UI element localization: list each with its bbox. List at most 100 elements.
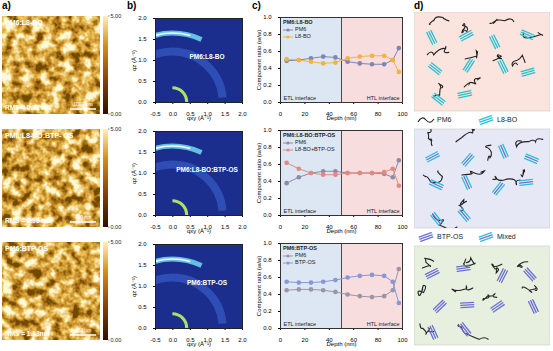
svg-text:Depth (nm): Depth (nm) [326, 115, 356, 121]
svg-text:RMS = 0.96 nm: RMS = 0.96 nm [5, 217, 51, 224]
svg-text:Component ratio (w/w): Component ratio (w/w) [256, 30, 262, 90]
svg-text:1.0: 1.0 [138, 283, 147, 289]
svg-text:1.0: 1.0 [263, 127, 272, 133]
svg-text:PM6:BTP-OS: PM6:BTP-OS [187, 279, 228, 286]
svg-text:PM6:L8-BO:BTP- OS: PM6:L8-BO:BTP- OS [5, 132, 74, 139]
svg-text:qxy (Å⁻¹): qxy (Å⁻¹) [187, 341, 211, 347]
svg-text:qz (Å⁻¹): qz (Å⁻¹) [131, 163, 137, 184]
svg-text:0.8: 0.8 [263, 144, 272, 150]
svg-text:1.5: 1.5 [221, 224, 230, 230]
svg-text:80: 80 [375, 224, 382, 230]
svg-text:0.00: 0.00 [111, 224, 122, 230]
svg-text:PM6:L8-BO: PM6:L8-BO [189, 53, 224, 60]
svg-text:2.0: 2.0 [138, 128, 147, 134]
svg-text:0.4: 0.4 [263, 178, 272, 184]
svg-text:1.5: 1.5 [221, 111, 230, 117]
svg-text:0.6: 0.6 [263, 274, 272, 280]
svg-text:0.5: 0.5 [138, 78, 147, 84]
svg-text:0.0: 0.0 [138, 212, 147, 218]
svg-text:20: 20 [302, 337, 309, 343]
svg-text:HTL interface: HTL interface [367, 95, 400, 101]
svg-text:2.0: 2.0 [138, 241, 147, 247]
svg-text:RMS = 1.13nm: RMS = 1.13nm [5, 330, 49, 337]
svg-text:0: 0 [279, 111, 283, 117]
svg-text:qxy (Å⁻¹): qxy (Å⁻¹) [187, 115, 211, 121]
svg-text:BTP-OS: BTP-OS [437, 233, 463, 240]
svg-text:1.5: 1.5 [138, 262, 147, 268]
svg-text:2.0: 2.0 [238, 224, 247, 230]
svg-text:0.2: 0.2 [263, 308, 272, 314]
svg-text:PM6:BTP-OS: PM6:BTP-OS [5, 245, 49, 252]
svg-text:20: 20 [302, 111, 309, 117]
svg-text:100: 100 [397, 337, 408, 343]
svg-text:5.00: 5.00 [111, 13, 122, 19]
svg-text:Depth (nm): Depth (nm) [326, 228, 356, 234]
svg-text:0.0: 0.0 [138, 99, 147, 105]
svg-text:5.00: 5.00 [111, 239, 122, 245]
svg-text:0.0: 0.0 [263, 99, 272, 105]
svg-text:PM6: PM6 [437, 116, 452, 123]
svg-text:0.6: 0.6 [263, 161, 272, 167]
svg-text:Component ratio (w/w): Component ratio (w/w) [256, 143, 262, 203]
svg-text:80: 80 [375, 111, 382, 117]
svg-text:0: 0 [279, 337, 283, 343]
svg-text:qz (Å⁻¹): qz (Å⁻¹) [131, 276, 137, 297]
svg-text:5.00: 5.00 [111, 126, 122, 132]
svg-text:Component ratio (w/w): Component ratio (w/w) [256, 256, 262, 316]
svg-text:1.5: 1.5 [138, 36, 147, 42]
svg-text:0: 0 [279, 224, 283, 230]
svg-text:HTL interface: HTL interface [367, 321, 400, 327]
svg-text:0.6: 0.6 [263, 48, 272, 54]
svg-text:0.8: 0.8 [263, 31, 272, 37]
svg-text:400 nm: 400 nm [75, 327, 92, 333]
svg-text:2.0: 2.0 [138, 15, 147, 21]
svg-text:0.0: 0.0 [169, 224, 178, 230]
svg-text:Depth (nm): Depth (nm) [326, 341, 356, 347]
svg-text:qxy (Å⁻¹): qxy (Å⁻¹) [187, 228, 211, 234]
html-text:a): a) [2, 0, 11, 11]
svg-text:0.00: 0.00 [111, 337, 122, 343]
svg-text:100: 100 [397, 224, 408, 230]
svg-text:0.00: 0.00 [111, 111, 122, 117]
svg-text:2.0: 2.0 [238, 111, 247, 117]
svg-text:0.0: 0.0 [169, 337, 178, 343]
svg-text:0.0: 0.0 [263, 325, 272, 331]
svg-text:PM6:L8-BO: PM6:L8-BO [5, 19, 43, 26]
svg-text:-0.5: -0.5 [150, 111, 161, 117]
svg-text:-0.5: -0.5 [150, 337, 161, 343]
svg-text:400 nm: 400 nm [75, 214, 92, 220]
svg-text:1.0: 1.0 [263, 14, 272, 20]
svg-text:0.8: 0.8 [263, 257, 272, 263]
svg-text:qz (Å⁻¹): qz (Å⁻¹) [131, 50, 137, 71]
svg-text:0.4: 0.4 [263, 65, 272, 71]
svg-text:1.5: 1.5 [221, 337, 230, 343]
svg-text:100: 100 [397, 111, 408, 117]
svg-text:0.0: 0.0 [263, 212, 272, 218]
svg-text:20: 20 [302, 224, 309, 230]
svg-text:1.0: 1.0 [138, 170, 147, 176]
svg-text:0.4: 0.4 [263, 291, 272, 297]
svg-text:0.2: 0.2 [263, 82, 272, 88]
svg-text:ETL interface: ETL interface [284, 95, 317, 101]
svg-text:L8-BO: L8-BO [497, 116, 518, 123]
svg-text:PM6:L8-BO:BTP-OS: PM6:L8-BO:BTP-OS [176, 166, 238, 173]
svg-text:HTL interface: HTL interface [367, 208, 400, 214]
svg-text:1.0: 1.0 [263, 240, 272, 246]
svg-text:0.5: 0.5 [138, 191, 147, 197]
svg-text:ETL interface: ETL interface [284, 321, 317, 327]
svg-text:ETL interface: ETL interface [284, 208, 317, 214]
svg-text:0.5: 0.5 [138, 304, 147, 310]
svg-text:0.2: 0.2 [263, 195, 272, 201]
svg-text:RMS = 0.92 nm: RMS = 0.92 nm [5, 104, 51, 111]
svg-text:1.0: 1.0 [138, 57, 147, 63]
html-text:b): b) [127, 0, 137, 11]
svg-text:1.5: 1.5 [138, 149, 147, 155]
svg-text:2.0: 2.0 [238, 337, 247, 343]
html-text:d): d) [414, 0, 424, 11]
svg-text:0.0: 0.0 [169, 111, 178, 117]
svg-text:Mixed: Mixed [497, 233, 516, 240]
svg-text:80: 80 [375, 337, 382, 343]
svg-text:0.0: 0.0 [138, 325, 147, 331]
svg-text:-0.5: -0.5 [150, 224, 161, 230]
svg-text:1000 nm: 1000 nm [73, 101, 92, 107]
